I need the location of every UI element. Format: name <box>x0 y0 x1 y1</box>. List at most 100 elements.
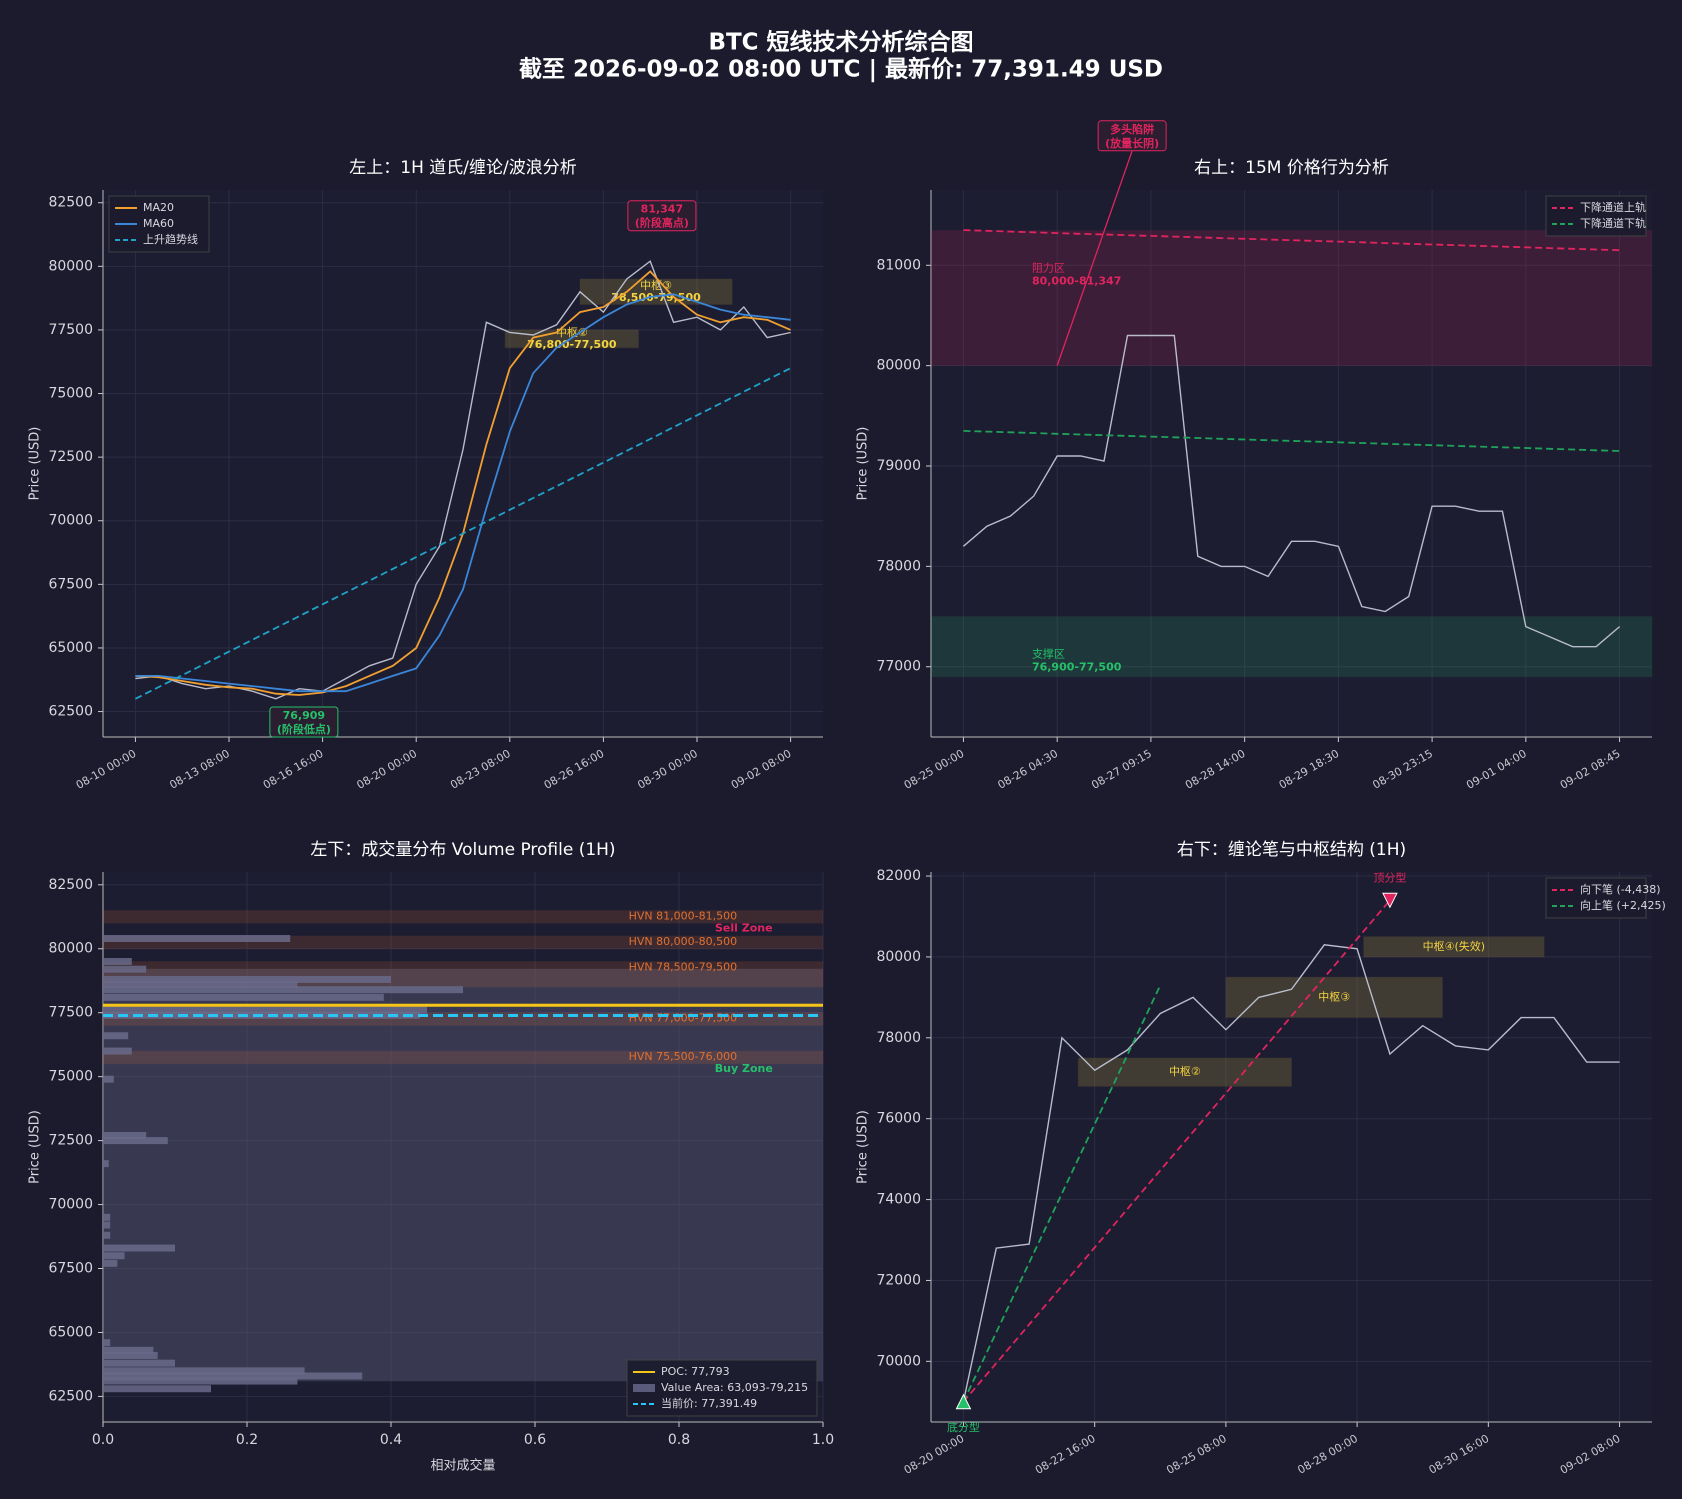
volume-bar <box>103 981 298 989</box>
legend-box <box>1545 195 1647 237</box>
zone <box>102 909 824 924</box>
legend-label: 下降通道上轨 <box>1580 200 1646 214</box>
y-tick-label: 62500 <box>48 704 93 720</box>
zone-label: 76,800-77,500 <box>527 338 617 351</box>
zone <box>930 616 1653 678</box>
panel-title: 左下：成交量分布 Volume Profile (1H) <box>310 840 615 860</box>
volume-bar <box>103 1359 175 1367</box>
y-tick-label: 77000 <box>876 659 921 675</box>
marker-label: 顶分型 <box>1373 870 1406 884</box>
panel-title: 左上：1H 道氏/缠论/波浪分析 <box>349 158 576 178</box>
y-tick-label: 80000 <box>48 258 93 274</box>
volume-bar <box>103 993 384 1001</box>
annotation-text: 多头陷阱 <box>1110 122 1154 136</box>
y-tick-label: 74000 <box>876 1192 921 1208</box>
volume-bar <box>103 1346 154 1354</box>
volume-bar <box>103 975 391 983</box>
y-tick-label: 72500 <box>48 1133 93 1149</box>
volume-bar <box>103 1372 363 1380</box>
fractal-marker <box>955 1393 972 1410</box>
legend-label: POC: 77,793 <box>661 1365 730 1378</box>
zone-label: HVN 78,500-79,500 <box>629 961 737 974</box>
x-tick-label: 1.0 <box>812 1432 834 1448</box>
main-subtitle: 截至 2026-09-02 08:00 UTC | 最新价: 77,391.49… <box>519 56 1163 83</box>
series-line <box>962 334 1621 648</box>
series-line <box>135 260 791 700</box>
volume-bar <box>103 1131 147 1139</box>
annotation-box <box>269 706 339 738</box>
volume-bar <box>103 1006 427 1014</box>
zone-label: HVN 80,000-80,500 <box>629 935 737 948</box>
legend-box <box>626 1359 818 1417</box>
volume-bar <box>103 1385 211 1393</box>
y-tick-label: 77500 <box>48 322 93 338</box>
volume-bar <box>103 1351 158 1359</box>
annotation-text: 81,347 <box>641 203 683 216</box>
annotation-box <box>1097 120 1167 152</box>
y-tick-label: 65000 <box>48 640 93 656</box>
annotation-box <box>627 200 697 232</box>
zone-label: HVN 77,000-77,500 <box>629 1012 737 1025</box>
y-tick-label: 67500 <box>48 576 93 592</box>
y-tick-label: 82000 <box>876 868 921 884</box>
zone <box>930 229 1653 367</box>
series-line <box>135 293 791 693</box>
y-tick-label: 82500 <box>48 877 93 893</box>
legend-label: Value Area: 63,093-79,215 <box>661 1381 808 1394</box>
legend-label: 当前价: 77,391.49 <box>661 1396 757 1410</box>
x-tick-label: 0.6 <box>524 1432 546 1448</box>
y-tick-label: 80000 <box>48 941 93 957</box>
x-tick-label: 0.0 <box>92 1432 114 1448</box>
x-tick-label: 0.2 <box>236 1432 258 1448</box>
main-title: BTC 短线技术分析综合图 <box>708 29 973 56</box>
annotation-text: (阶段低点) <box>277 722 331 736</box>
x-tick-label: 0.4 <box>380 1432 402 1448</box>
y-tick-label: 80000 <box>876 358 921 374</box>
y-tick-label: 78000 <box>876 1030 921 1046</box>
volume-bar <box>103 965 147 973</box>
volume-bar <box>103 1244 175 1252</box>
annotation-text: (阶段高点) <box>635 216 689 230</box>
annotation-text: Buy Zone <box>715 1062 773 1075</box>
plot-area <box>931 190 1652 737</box>
zone-label: 76,900-77,500 <box>1032 661 1122 674</box>
y-tick-label: 78000 <box>876 558 921 574</box>
zone-label: 中枢④(失效) <box>1423 939 1485 953</box>
y-tick-label: 65000 <box>48 1324 93 1340</box>
y-tick-label: 62500 <box>48 1388 93 1404</box>
legend-label: MA20 <box>143 201 174 214</box>
zone-label: 中枢③ <box>1318 989 1350 1003</box>
volume-bar <box>103 986 463 994</box>
zone-label: 80,000-81,347 <box>1032 274 1121 287</box>
plot-area <box>103 190 823 737</box>
legend-label: 向下笔 (-4,438) <box>1580 882 1661 896</box>
annotation-text: 76,909 <box>283 709 325 722</box>
y-axis-label: Price (USD) <box>28 1110 43 1184</box>
legend-box <box>1545 877 1647 919</box>
x-tick-label: 0.8 <box>668 1432 690 1448</box>
volume-bar <box>103 1252 125 1260</box>
plot-area <box>931 872 1652 1422</box>
y-tick-label: 70000 <box>48 513 93 529</box>
zone-label: 中枢③ <box>640 278 672 292</box>
volume-bar <box>103 1160 109 1168</box>
plot-area <box>103 872 823 1422</box>
volume-bar <box>103 1047 132 1055</box>
zone-label: HVN 75,500-76,000 <box>629 1050 737 1063</box>
panel-title: 右上：15M 价格行为分析 <box>1194 158 1389 178</box>
zone-label: 中枢② <box>1169 1064 1201 1078</box>
fractal-marker <box>1382 892 1398 909</box>
zone <box>102 1050 824 1065</box>
zone-label: HVN 81,000-81,500 <box>629 909 737 922</box>
volume-bar <box>103 1339 111 1347</box>
volume-bar <box>103 1259 118 1267</box>
y-tick-label: 75000 <box>48 1069 93 1085</box>
zone <box>1225 976 1443 1019</box>
volume-bar <box>103 1075 114 1083</box>
zone-label: 阻力区 <box>1032 261 1065 274</box>
y-tick-label: 79000 <box>876 458 921 474</box>
value-area <box>103 968 823 1382</box>
volume-bar <box>103 1137 168 1145</box>
y-tick-label: 82500 <box>48 195 93 211</box>
